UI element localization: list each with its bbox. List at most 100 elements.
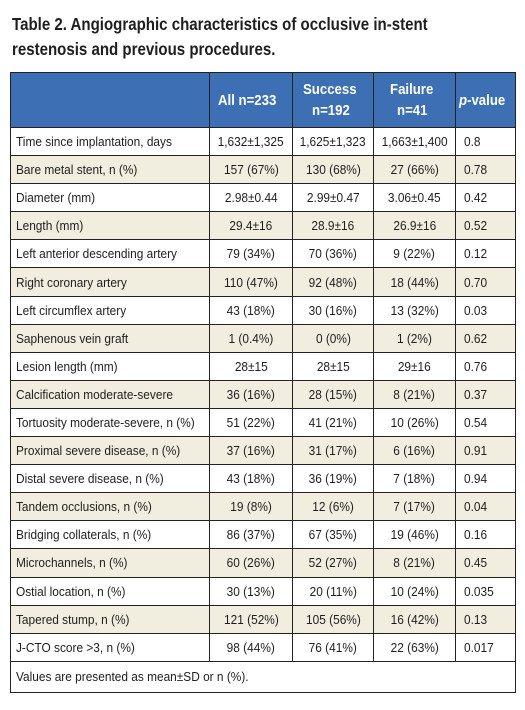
failure-value: 18 (44%) bbox=[373, 267, 456, 297]
failure-value: 7 (17%) bbox=[373, 492, 456, 522]
success-value: 28 (15%) bbox=[292, 379, 374, 409]
all-value: 43 (18%) bbox=[209, 295, 293, 325]
success-value: 28±15 bbox=[292, 351, 374, 381]
header-empty-cell bbox=[10, 72, 210, 128]
failure-value: 27 (66%) bbox=[373, 155, 456, 185]
p-value: 0.91 bbox=[455, 436, 516, 466]
header-all: All n=233 bbox=[209, 72, 293, 128]
success-value: 28.9±16 bbox=[292, 211, 374, 241]
failure-value: 19 (46%) bbox=[373, 520, 456, 550]
p-value: 0.78 bbox=[455, 155, 516, 185]
header-success: Success n=192 bbox=[292, 72, 374, 128]
p-value: 0.45 bbox=[455, 548, 516, 578]
p-value: 0.8 bbox=[455, 126, 516, 157]
table-row: Ostial location, n (%) 30 (13%) 20 (11%) 10… bbox=[10, 576, 516, 606]
all-value: 2.98±0.44 bbox=[209, 183, 293, 213]
failure-value: 7 (18%) bbox=[373, 464, 456, 494]
p-value: 0.16 bbox=[455, 520, 516, 550]
p-value: 0.70 bbox=[455, 267, 516, 297]
all-value: 28±15 bbox=[209, 351, 293, 381]
success-value: 12 (6%) bbox=[292, 492, 374, 522]
p-value: 0.54 bbox=[455, 407, 516, 438]
p-value: 0.76 bbox=[455, 351, 516, 381]
failure-value: 22 (63%) bbox=[373, 632, 456, 662]
table-title: Table 2. Angiographic characteristics of… bbox=[12, 12, 446, 62]
table-row: Tandem occlusions, n (%) 19 (8%) 12 (6%) 7 … bbox=[10, 492, 516, 522]
success-value: 36 (19%) bbox=[292, 464, 374, 494]
success-value: 92 (48%) bbox=[292, 267, 374, 297]
p-value: 0.017 bbox=[455, 632, 516, 662]
all-value: 157 (67%) bbox=[209, 155, 293, 185]
table-row: Bridging collaterals, n (%) 86 (37%) 67 (3… bbox=[10, 520, 516, 550]
table-row: Time since implantation, days 1,632±1,325… bbox=[10, 126, 516, 157]
failure-value: 13 (32%) bbox=[373, 295, 456, 325]
p-value: 0.12 bbox=[455, 239, 516, 269]
p-value: 0.62 bbox=[455, 323, 516, 353]
failure-value: 29±16 bbox=[373, 351, 456, 381]
row-label: Diameter (mm) bbox=[10, 183, 210, 213]
table-row: Bare metal stent, n (%) 157 (67%) 130 (68%… bbox=[10, 155, 516, 185]
row-label: Calcification moderate-severe bbox=[10, 379, 210, 409]
p-value: 0.035 bbox=[455, 576, 516, 606]
p-value: 0.03 bbox=[455, 295, 516, 325]
failure-value: 3.06±0.45 bbox=[373, 183, 456, 213]
row-label: Lesion length (mm) bbox=[10, 351, 210, 381]
all-value: 1 (0.4%) bbox=[209, 323, 293, 353]
success-value: 70 (36%) bbox=[292, 239, 374, 269]
table-title-line-2: restenosis and previous procedures. bbox=[12, 39, 276, 59]
table-row: Diameter (mm) 2.98±0.44 2.99±0.47 3.06±0.45… bbox=[10, 183, 516, 213]
table-row: Length (mm) 29.4±16 28.9±16 26.9±16 0.52 bbox=[10, 211, 516, 241]
table-row: Left anterior descending artery 79 (34%) 7… bbox=[10, 239, 516, 269]
table-row: Distal severe disease, n (%) 43 (18%) 36 (… bbox=[10, 464, 516, 494]
row-label: Tortuosity moderate-severe, n (%) bbox=[10, 407, 210, 438]
all-value: 110 (47%) bbox=[209, 267, 293, 297]
p-value: 0.04 bbox=[455, 492, 516, 522]
all-value: 30 (13%) bbox=[209, 576, 293, 606]
row-label: Proximal severe disease, n (%) bbox=[10, 436, 210, 466]
p-value: 0.37 bbox=[455, 379, 516, 409]
row-label: Bridging collaterals, n (%) bbox=[10, 520, 210, 550]
row-label: Microchannels, n (%) bbox=[10, 548, 210, 578]
failure-value: 8 (21%) bbox=[373, 379, 456, 409]
success-value: 31 (17%) bbox=[292, 436, 374, 466]
all-value: 121 (52%) bbox=[209, 604, 293, 634]
success-value: 52 (27%) bbox=[292, 548, 374, 578]
success-value: 2.99±0.47 bbox=[292, 183, 374, 213]
table-row: Tapered stump, n (%) 121 (52%) 105 (56%) 16… bbox=[10, 604, 516, 634]
row-label: Bare metal stent, n (%) bbox=[10, 155, 210, 185]
failure-value: 10 (24%) bbox=[373, 576, 456, 606]
success-value: 76 (41%) bbox=[292, 632, 374, 662]
failure-value: 6 (16%) bbox=[373, 436, 456, 466]
all-value: 19 (8%) bbox=[209, 492, 293, 522]
row-label: Right coronary artery bbox=[10, 267, 210, 297]
failure-value: 26.9±16 bbox=[373, 211, 456, 241]
row-label: Distal severe disease, n (%) bbox=[10, 464, 210, 494]
table-row: Saphenous vein graft 1 (0.4%) 0 (0%) 1 (2%)… bbox=[10, 323, 516, 353]
header-failure: Failure n=41 bbox=[373, 72, 456, 128]
failure-value: 16 (42%) bbox=[373, 604, 456, 634]
success-value: 41 (21%) bbox=[292, 407, 374, 438]
failure-value: 1 (2%) bbox=[373, 323, 456, 353]
success-value: 130 (68%) bbox=[292, 155, 374, 185]
failure-value: 10 (26%) bbox=[373, 407, 456, 438]
p-value: 0.42 bbox=[455, 183, 516, 213]
success-value: 1,625±1,323 bbox=[292, 126, 374, 157]
row-label: Left circumflex artery bbox=[10, 295, 210, 325]
all-value: 60 (26%) bbox=[209, 548, 293, 578]
table-title-line-1: Table 2. Angiographic characteristics of… bbox=[12, 14, 428, 34]
table-body: Time since implantation, days 1,632±1,325… bbox=[10, 126, 516, 662]
success-value: 30 (16%) bbox=[292, 295, 374, 325]
row-label: Tandem occlusions, n (%) bbox=[10, 492, 210, 522]
failure-value: 1,663±1,400 bbox=[373, 126, 456, 157]
row-label: Tapered stump, n (%) bbox=[10, 604, 210, 634]
row-label: Length (mm) bbox=[10, 211, 210, 241]
table-footnote: Values are presented as mean±SD or n (%)… bbox=[10, 660, 516, 693]
row-label: Left anterior descending artery bbox=[10, 239, 210, 269]
success-value: 105 (56%) bbox=[292, 604, 374, 634]
all-value: 36 (16%) bbox=[209, 379, 293, 409]
table-row: Left circumflex artery 43 (18%) 30 (16%) 13… bbox=[10, 295, 516, 325]
success-value: 67 (35%) bbox=[292, 520, 374, 550]
all-value: 1,632±1,325 bbox=[209, 126, 293, 157]
success-value: 20 (11%) bbox=[292, 576, 374, 606]
success-value: 0 (0%) bbox=[292, 323, 374, 353]
